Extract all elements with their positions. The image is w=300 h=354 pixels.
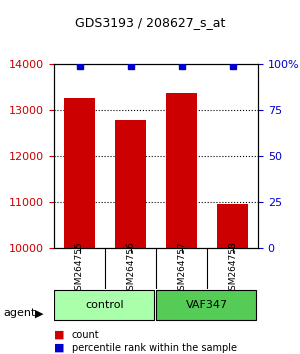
Text: ■: ■ [54,343,64,353]
Bar [115,120,146,248]
Text: GSM264757: GSM264757 [177,241,186,296]
Text: agent: agent [3,308,35,318]
Text: GSM264758: GSM264758 [228,241,237,296]
Text: ▶: ▶ [34,308,43,318]
FancyBboxPatch shape [156,290,256,320]
Text: GSM264755: GSM264755 [75,241,84,296]
Bar [166,93,197,248]
Text: VAF347: VAF347 [186,300,228,310]
Text: ■: ■ [54,330,64,339]
Text: control: control [86,300,124,310]
Text: GDS3193 / 208627_s_at: GDS3193 / 208627_s_at [75,17,225,29]
Text: GSM264756: GSM264756 [126,241,135,296]
Bar [64,98,95,248]
FancyBboxPatch shape [54,290,154,320]
Text: percentile rank within the sample: percentile rank within the sample [72,343,237,353]
Text: count: count [72,330,100,339]
Bar [217,204,248,248]
